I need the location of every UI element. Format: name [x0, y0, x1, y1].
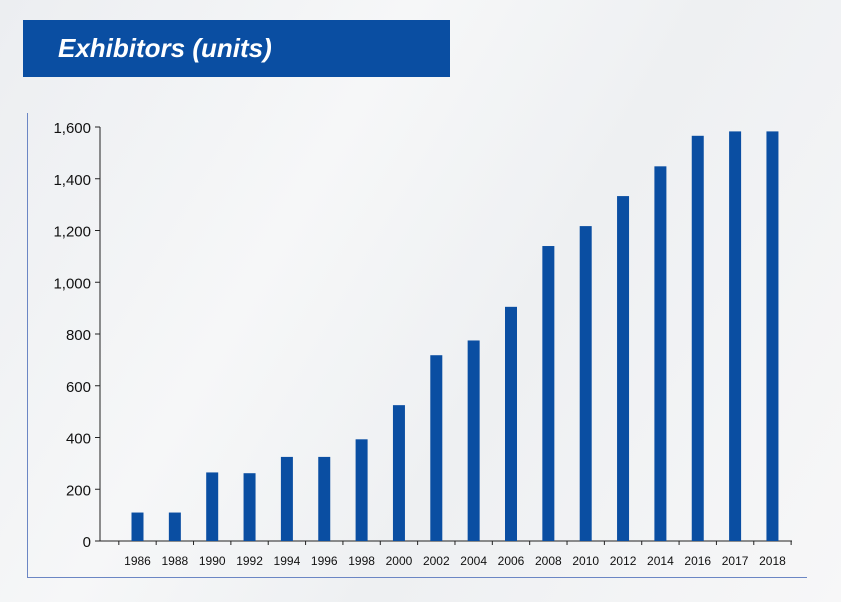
bar: [729, 131, 742, 541]
bar: [318, 456, 331, 541]
title-banner: Exhibitors (units): [23, 20, 450, 77]
x-tick-label: 1996: [311, 554, 338, 568]
y-tick-label: 1,600: [53, 120, 91, 137]
bar: [579, 226, 592, 541]
bar: [280, 456, 293, 541]
chart-title: Exhibitors (units): [58, 33, 272, 63]
bar: [467, 340, 480, 541]
x-tick-label: 2012: [610, 554, 637, 568]
x-tick-label: 2002: [423, 554, 450, 568]
bar: [691, 135, 704, 542]
y-tick-label: 1,400: [53, 172, 91, 189]
x-tick-label: 2018: [759, 554, 786, 568]
bar: [206, 472, 219, 541]
y-tick-label: 0: [83, 534, 91, 551]
x-tick-label: 2008: [535, 554, 562, 568]
bar: [243, 473, 256, 541]
bar: [430, 355, 443, 541]
x-tick-label: 1998: [348, 554, 375, 568]
bar: [168, 512, 181, 541]
bar: [654, 166, 667, 541]
y-tick-label: 1,200: [53, 224, 91, 241]
y-tick-label: 600: [66, 379, 91, 396]
bar: [131, 512, 144, 541]
y-tick-label: 800: [66, 327, 91, 344]
x-tick-label: 1986: [124, 554, 151, 568]
y-tick-label: 400: [66, 431, 91, 448]
x-tick-label: 1988: [161, 554, 188, 568]
bar: [766, 131, 779, 541]
x-tick-label: 2010: [572, 554, 599, 568]
x-tick-label: 2006: [498, 554, 525, 568]
x-tick-label: 2016: [684, 554, 711, 568]
bar: [542, 246, 555, 541]
bar: [355, 439, 368, 541]
x-tick-label: 1992: [236, 554, 263, 568]
frame-left-line: [27, 113, 28, 578]
y-tick-label: 1,000: [53, 275, 91, 292]
bar: [505, 306, 517, 541]
x-tick-label: 2014: [647, 554, 674, 568]
frame-bottom-line: [27, 577, 807, 578]
x-tick-label: 2000: [386, 554, 413, 568]
x-tick-label: 2017: [722, 554, 749, 568]
x-tick-label: 1990: [199, 554, 226, 568]
y-tick-label: 200: [66, 482, 91, 499]
bar: [392, 405, 405, 541]
x-tick-label: 2004: [460, 554, 487, 568]
bar: [617, 196, 630, 541]
x-tick-label: 1994: [274, 554, 301, 568]
